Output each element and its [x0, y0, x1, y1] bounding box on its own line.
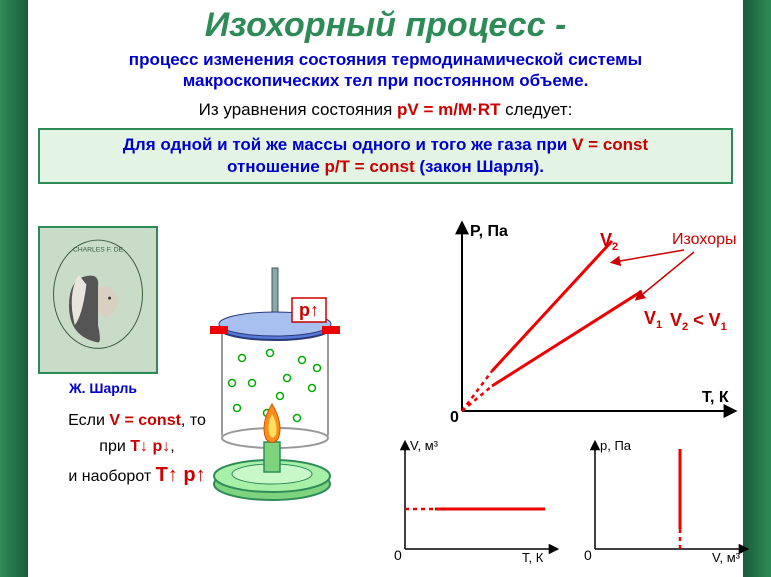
ineq-r: V: [709, 310, 721, 330]
pt-origin: 0: [450, 409, 459, 426]
ineq-op: <: [688, 310, 709, 330]
vt-ylabel: V, м³: [410, 438, 439, 453]
pv-graph: 0 p, Па V, м³: [570, 434, 750, 564]
law-box: Для одной и той же массы одного и того ж…: [38, 128, 733, 184]
law-ratio: p/T = const: [324, 157, 414, 176]
eq-formula: pV = m/M·RT: [397, 100, 500, 119]
pv-ylabel: p, Па: [600, 438, 632, 453]
pv-xlabel: V, м³: [712, 550, 741, 564]
svg-text:CHARLES F. DE: CHARLES F. DE: [73, 247, 124, 254]
charles-portrait: CHARLES F. DE: [38, 226, 158, 374]
cons-l3-t: T↑: [156, 464, 178, 486]
vt-origin: 0: [394, 547, 402, 563]
v2-sub: 2: [612, 241, 618, 253]
law-mid: отношение: [227, 157, 324, 176]
cons-l1-pre: Если: [68, 412, 109, 429]
lower-region: CHARLES F. DE Ж. Шарль Если V = const, т…: [32, 226, 739, 573]
cons-l3-pre: и наоборот: [68, 468, 155, 485]
burner-icon: [202, 394, 342, 504]
v1-label: V: [644, 308, 656, 328]
portrait-block: CHARLES F. DE Ж. Шарль: [38, 226, 168, 396]
eq-post: следует:: [500, 100, 572, 119]
svg-text:V2 < V1: V2 < V1: [670, 310, 727, 333]
v1-sub: 1: [656, 319, 662, 331]
ineq-rs: 1: [721, 321, 727, 333]
vt-graph: 0 V, м³ T, К: [380, 434, 560, 564]
pt-xlabel: T, К: [702, 389, 729, 406]
pv-origin: 0: [584, 547, 592, 563]
v2-label: V: [600, 230, 612, 250]
slide-subtitle: процесс изменения состояния термодинамич…: [32, 49, 739, 92]
slide-content: Изохорный процесс - процесс изменения со…: [32, 4, 739, 573]
cons-l2-pre: при: [99, 438, 130, 455]
eq-pre: Из уравнения состояния: [199, 100, 397, 119]
svg-text:V1: V1: [644, 308, 662, 331]
equation-line: Из уравнения состояния pV = m/M·RT следу…: [32, 100, 739, 120]
ineq-l: V: [670, 310, 682, 330]
vt-xlabel: T, К: [522, 550, 544, 564]
subtitle-line-2: макроскопических тел при постоянном объе…: [183, 71, 589, 90]
p-up-label: p↑: [299, 300, 319, 320]
slide-title: Изохорный процесс -: [32, 6, 739, 45]
cons-l1-red: V = const: [109, 412, 181, 429]
subtitle-line-1: процесс изменения состояния термодинамич…: [129, 50, 642, 69]
isochor-label: Изохоры: [672, 231, 737, 248]
portrait-caption: Ж. Шарль: [38, 380, 168, 396]
law-cond: V = const: [572, 135, 648, 154]
cons-l2-p: p↓: [148, 438, 170, 455]
law-pre: Для одной и той же массы одного и того ж…: [123, 135, 572, 154]
svg-text:V2: V2: [600, 230, 618, 253]
cons-l2-t: T↓: [130, 438, 148, 455]
cons-l2-post: ,: [170, 438, 174, 455]
law-post: (закон Шарля).: [415, 157, 544, 176]
pt-ylabel: P, Па: [470, 223, 508, 240]
left-accent-bar: [0, 0, 28, 577]
pt-graph: 0 P, Па T, К V1 V2 Изохоры V2 < V1: [412, 216, 742, 436]
